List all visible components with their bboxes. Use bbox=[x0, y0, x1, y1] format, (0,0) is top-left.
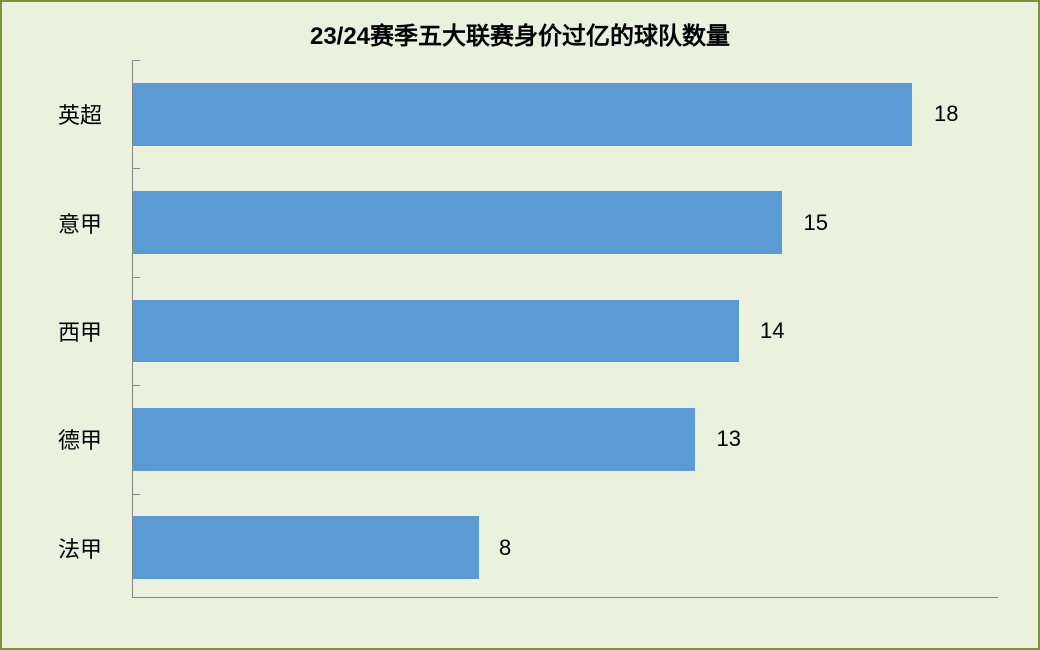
y-axis-tick bbox=[133, 277, 140, 278]
chart-title: 23/24赛季五大联赛身价过亿的球队数量 bbox=[2, 16, 1038, 51]
y-axis-label: 法甲 bbox=[2, 532, 102, 564]
y-axis-label: 西甲 bbox=[2, 315, 102, 347]
bar-row: 13 bbox=[133, 408, 998, 471]
bar-row: 15 bbox=[133, 191, 998, 254]
bar bbox=[133, 300, 739, 363]
bar bbox=[133, 191, 782, 254]
y-axis-label: 意甲 bbox=[2, 207, 102, 239]
y-axis-label: 英超 bbox=[2, 98, 102, 130]
bar bbox=[133, 408, 695, 471]
y-axis-label: 德甲 bbox=[2, 423, 102, 455]
bar-value-label: 8 bbox=[499, 535, 511, 561]
bar-value-label: 14 bbox=[760, 318, 784, 344]
plot-area: 18 15 14 13 8 bbox=[132, 60, 998, 598]
bar-row: 14 bbox=[133, 300, 998, 363]
y-axis-tick bbox=[133, 168, 140, 169]
bar bbox=[133, 83, 912, 146]
y-axis-tick bbox=[133, 494, 140, 495]
chart-container: 23/24赛季五大联赛身价过亿的球队数量 18 15 14 13 8 英超意甲西甲德甲法… bbox=[0, 0, 1040, 650]
bar-row: 8 bbox=[133, 516, 998, 579]
bar-value-label: 13 bbox=[717, 426, 741, 452]
y-axis-tick bbox=[133, 385, 140, 386]
bar bbox=[133, 516, 479, 579]
bar-value-label: 15 bbox=[804, 210, 828, 236]
bar-row: 18 bbox=[133, 83, 998, 146]
bar-value-label: 18 bbox=[934, 101, 958, 127]
y-axis-tick bbox=[133, 60, 140, 61]
